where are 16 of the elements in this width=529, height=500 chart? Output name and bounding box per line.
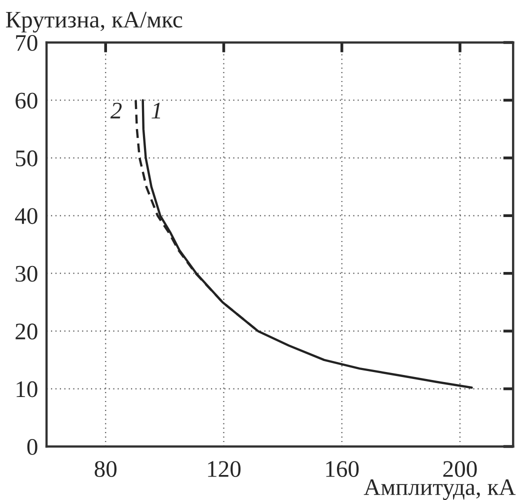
- series-label: 2: [110, 102, 122, 118]
- series-label: 1: [152, 102, 160, 118]
- y-tick-label: 70: [16, 34, 38, 51]
- y-tick-label: 10: [16, 381, 38, 398]
- y-tick-label: 0: [27, 438, 38, 455]
- y-tick-label: 30: [16, 266, 38, 282]
- y-tick-label: 40: [15, 208, 38, 224]
- x-tick-label: 120: [208, 461, 241, 478]
- x-axis-title: Амплитуда, кА: [364, 479, 516, 500]
- y-axis-title: Крутизна, кА/мкс: [6, 12, 182, 32]
- x-tick-label: 160: [326, 461, 359, 478]
- x-tick-label: 200: [443, 461, 477, 478]
- y-tick-label: 50: [16, 150, 38, 166]
- y-tick-label: 60: [16, 92, 38, 109]
- x-tick-label: 80: [94, 461, 117, 478]
- y-tick-label: 20: [16, 324, 38, 340]
